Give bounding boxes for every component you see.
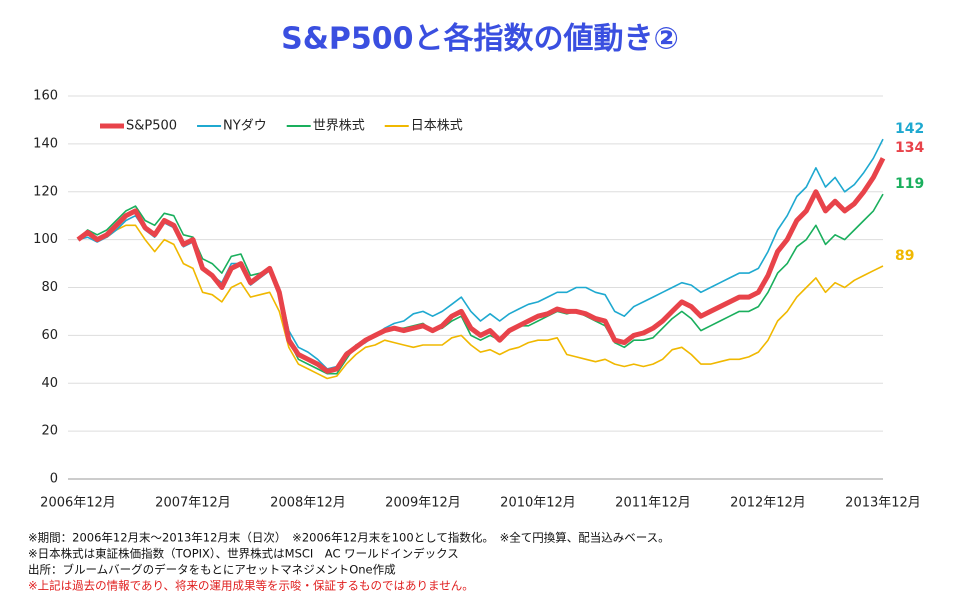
y-tick-label: 40 [41, 376, 58, 391]
line-series [76, 157, 886, 374]
end-label: 142 [895, 121, 924, 137]
line-series [77, 224, 884, 380]
end-label: 119 [895, 176, 924, 192]
x-tick-label: 2013年12月 [845, 496, 921, 511]
y-tick-label: 80 [41, 280, 58, 295]
y-tick-label: 120 [33, 184, 58, 199]
x-tick-label: 2011年12月 [615, 496, 691, 511]
x-tick-label: 2010年12月 [500, 496, 576, 511]
end-label: 134 [895, 140, 924, 156]
legend-label: 日本株式 [411, 119, 463, 134]
y-tick-label: 100 [33, 232, 58, 247]
x-tick-label: 2009年12月 [385, 496, 461, 511]
legend-label: 世界株式 [313, 119, 365, 134]
legend-label: NYダウ [223, 119, 267, 134]
chart-title: S&P500と各指数の値動き② [281, 22, 679, 57]
end-label: 89 [895, 248, 914, 264]
x-tick-label: 2008年12月 [270, 496, 346, 511]
line-series [77, 193, 884, 375]
note: ※日本株式は東証株価指数（TOPIX）、世界株式はMSCI AC ワールドインデ… [28, 547, 459, 561]
note: ※期間：2006年12月末～2013年12月末（日次） ※2006年12月末を1… [28, 531, 670, 545]
x-tick-label: 2012年12月 [730, 496, 806, 511]
y-tick-label: 140 [33, 136, 58, 151]
y-tick-label: 160 [33, 89, 58, 104]
y-tick-label: 20 [41, 424, 58, 439]
note: 出所：ブルームバーグのデータをもとにアセットマネジメントOne作成 [28, 563, 396, 577]
x-tick-label: 2006年12月 [40, 496, 116, 511]
y-tick-label: 60 [41, 328, 58, 343]
x-tick-label: 2007年12月 [155, 496, 231, 511]
note: ※上記は過去の情報であり、将来の運用成果等を示唆・保証するものではありません。 [28, 579, 474, 593]
notes: ※期間：2006年12月末～2013年12月末（日次） ※2006年12月末を1… [28, 531, 670, 593]
legend-label: S&P500 [126, 119, 177, 134]
y-tick-label: 0 [50, 472, 58, 487]
